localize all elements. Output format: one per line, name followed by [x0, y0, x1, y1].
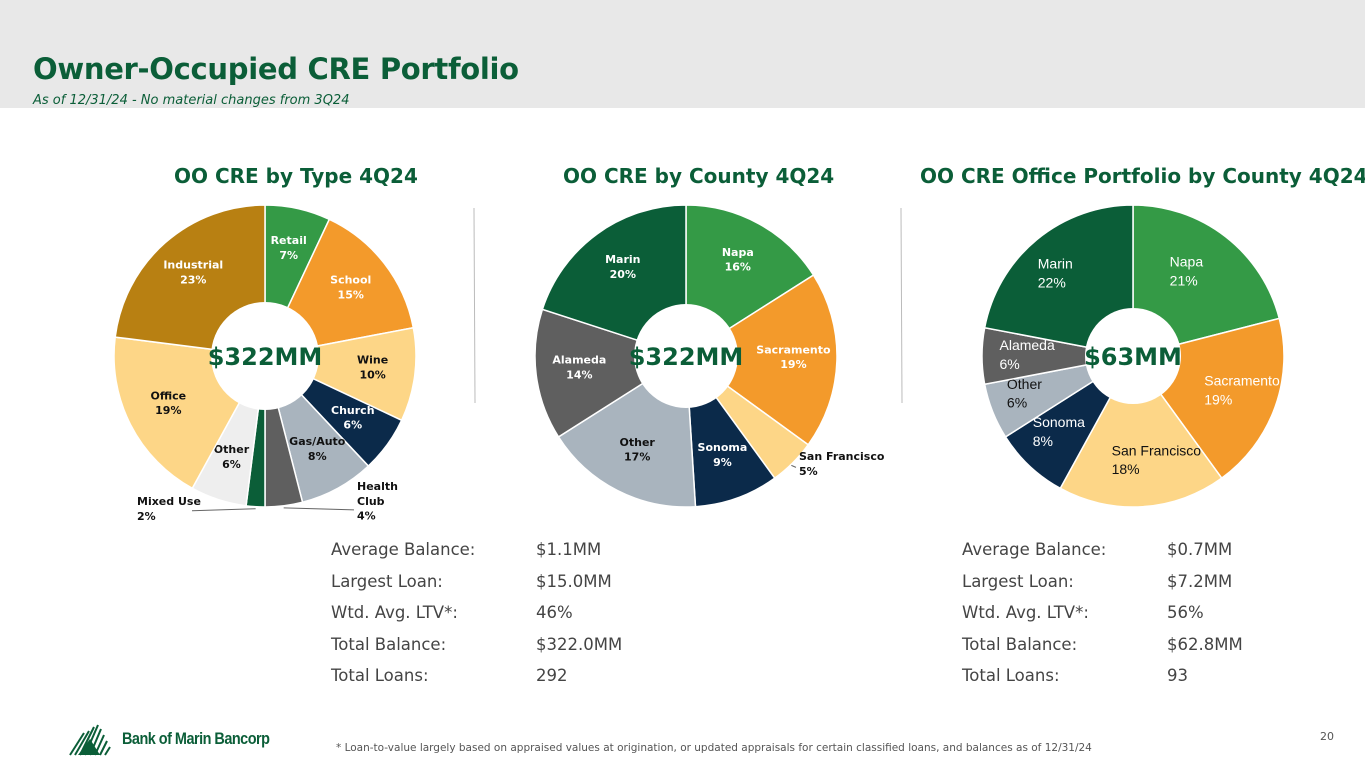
stat-row: Largest Loan: $15.0MM [331, 572, 731, 604]
slice-alameda [534, 308, 688, 438]
slice-label: Marin 20% [605, 253, 640, 281]
slice-label: Other 6% [1007, 376, 1042, 411]
slice-label: Health Club 4% [357, 480, 398, 523]
stat-row: Total Balance: $322.0MM [331, 635, 731, 667]
chart-title-office: OO CRE Office Portfolio by County 4Q24 [920, 164, 1365, 188]
stats-right: Average Balance: $0.7MM Largest Loan: $7.2M… [962, 540, 1362, 698]
stat-label: Total Loans: [331, 666, 429, 685]
page-title: Owner-Occupied CRE Portfolio [33, 52, 519, 86]
stat-label: Largest Loan: [331, 571, 443, 591]
stat-label: Average Balance: [331, 540, 476, 559]
center-total: $63MM [1084, 343, 1182, 371]
slice-label: Wine 10% [357, 354, 388, 382]
stat-value: 292 [536, 666, 568, 685]
slice-label: Marin 22% [1038, 256, 1073, 291]
slice-label: San Francisco 18% [1112, 442, 1202, 477]
slice-label: San Francisco 5% [799, 450, 885, 478]
logo-text: Bank of Marin Bancorp [122, 729, 270, 748]
slice-label: Industrial 23% [163, 259, 223, 287]
slice-label: Sacramento 19% [1204, 373, 1280, 408]
logo: Bank of Marin Bancorp [68, 721, 295, 757]
slice-label: Mixed Use 2% [137, 495, 201, 523]
donut-hole [1085, 308, 1181, 404]
slice-label: Retail 7% [271, 234, 307, 262]
stat-value: $322.0MM [536, 634, 623, 654]
leader-line [191, 508, 256, 512]
stat-label: Wtd. Avg. LTV*: [331, 603, 458, 622]
slice-label: Office 19% [151, 389, 187, 417]
center-total: $322MM [208, 343, 323, 371]
slice-marin [983, 204, 1134, 357]
stat-row: Total Loans: 93 [962, 666, 1362, 698]
slice-label: Alameda 14% [552, 353, 606, 381]
page-number: 20 [1320, 730, 1334, 743]
stat-value: $62.8MM [1167, 634, 1243, 654]
donut-hole [634, 304, 738, 408]
stat-label: Largest Loan: [962, 571, 1074, 591]
stat-label: Total Balance: [962, 634, 1078, 654]
chart-title-county: OO CRE by County 4Q24 [563, 164, 835, 188]
mountain-logo-icon [69, 724, 111, 756]
leader-line [283, 507, 355, 511]
slice-marin [541, 204, 687, 358]
slice-label: Sacramento 19% [756, 343, 831, 371]
stat-row: Total Loans: 292 [331, 666, 731, 698]
slice-label: Napa 16% [722, 246, 754, 274]
stat-label: Average Balance: [962, 540, 1107, 559]
leader-line [791, 464, 797, 468]
stat-row: Total Balance: $62.8MM [962, 635, 1362, 667]
stat-value: $15.0MM [536, 571, 612, 591]
stat-value: $0.7MM [1167, 540, 1233, 559]
slice-label: Alameda 6% [1000, 337, 1055, 372]
stat-row: Average Balance: $0.7MM [962, 540, 1362, 572]
stat-row: Average Balance: $1.1MM [331, 540, 731, 572]
slice-label: School 15% [330, 273, 371, 301]
stat-row: Largest Loan: $7.2MM [962, 572, 1362, 604]
slice-label: Other 6% [214, 443, 250, 471]
stat-value: $7.2MM [1167, 571, 1233, 591]
slice-napa [1132, 204, 1281, 357]
slice-label: Sonoma 9% [698, 441, 748, 469]
stats-left: Average Balance: $1.1MM Largest Loan: $15.0… [331, 540, 731, 698]
slice-label: Other 17% [620, 436, 656, 464]
stat-label: Total Loans: [962, 666, 1060, 685]
stat-label: Total Balance: [331, 634, 447, 654]
stat-value: 93 [1167, 666, 1188, 685]
slice-label: Church 6% [331, 404, 375, 432]
slice-label: Gas/Auto 8% [289, 435, 346, 463]
center-total: $322MM [629, 343, 744, 371]
stat-value: 56% [1167, 603, 1204, 622]
header-band [0, 0, 1365, 108]
slice-label: Napa 21% [1170, 254, 1204, 289]
footnote: * Loan-to-value largely based on apprais… [336, 742, 1092, 754]
slice-label: Sonoma 8% [1033, 414, 1085, 449]
page-subtitle: As of 12/31/24 - No material changes fro… [33, 93, 350, 108]
slice-san-francisco [1059, 354, 1223, 508]
stat-value: 46% [536, 603, 573, 622]
donut-hole [211, 302, 319, 410]
slice-sacramento [684, 274, 838, 446]
stat-row: Wtd. Avg. LTV*: 56% [962, 603, 1362, 635]
stat-label: Wtd. Avg. LTV*: [962, 603, 1089, 622]
stat-value: $1.1MM [536, 540, 602, 559]
chart-title-type: OO CRE by Type 4Q24 [174, 164, 418, 188]
stat-row: Wtd. Avg. LTV*: 46% [331, 603, 731, 635]
